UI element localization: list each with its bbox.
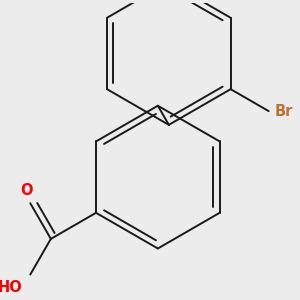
Text: Br: Br [274, 103, 292, 118]
Text: HO: HO [0, 280, 22, 295]
Text: O: O [20, 183, 32, 198]
